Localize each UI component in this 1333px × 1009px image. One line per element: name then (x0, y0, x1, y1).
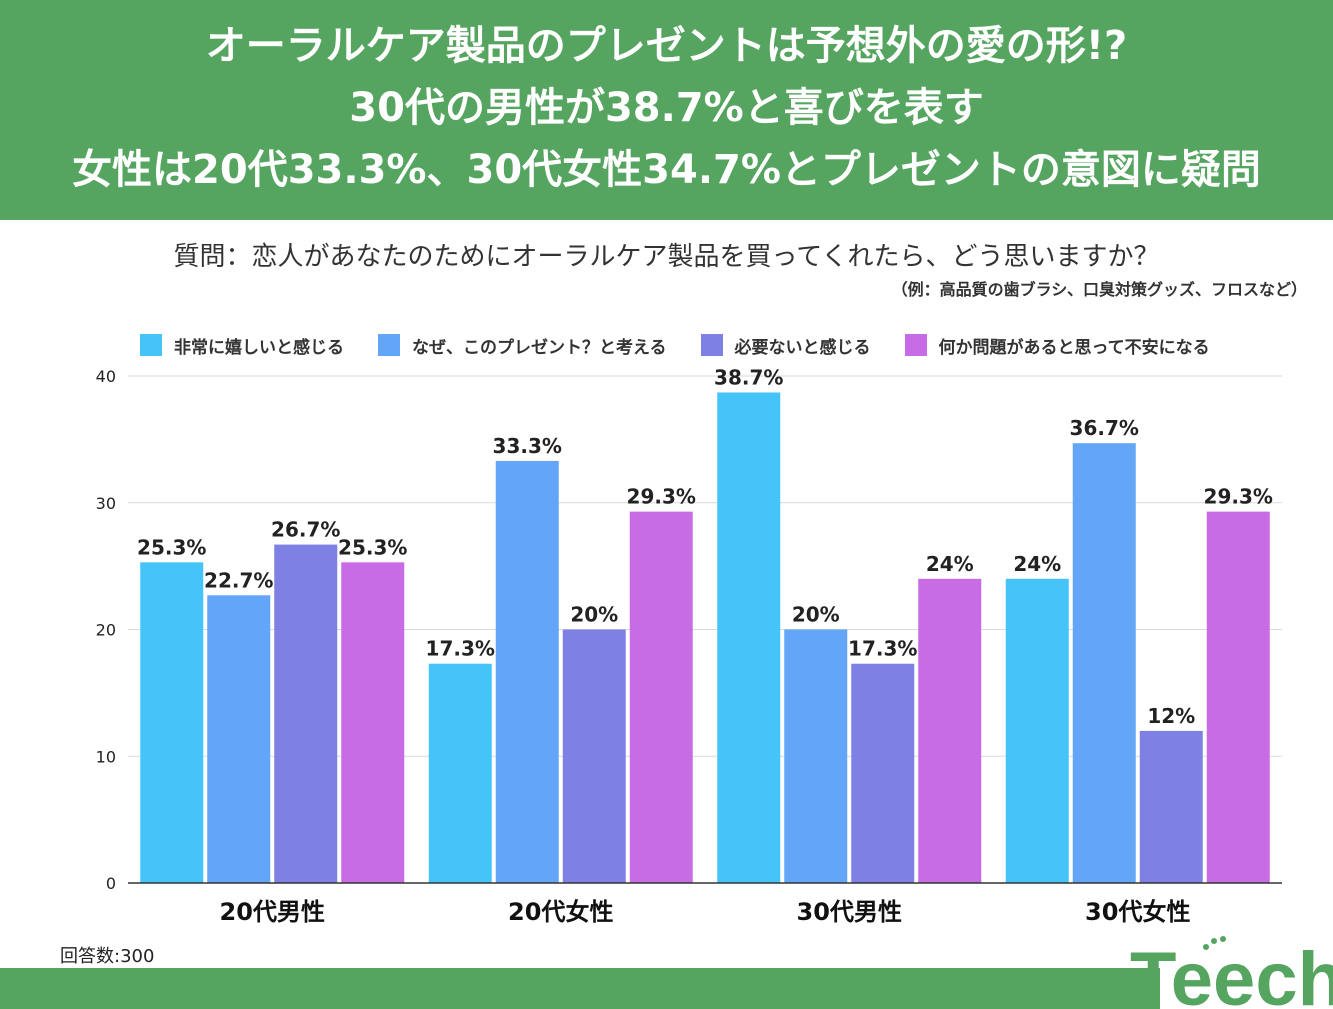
legend-item: 非常に嬉しいと感じる (140, 333, 344, 358)
legend-swatch (904, 334, 927, 356)
y-tick-label: 30 (96, 494, 116, 513)
bar (428, 663, 492, 883)
teech-logo: Teech (1130, 936, 1333, 1009)
legend-swatch (378, 334, 400, 356)
y-tick-label: 0 (106, 874, 116, 893)
title-line-3: 女性は20代33.3%、30代女性34.7%とプレゼントの意図に疑問 (72, 147, 1261, 193)
data-label: 38.7% (714, 365, 783, 389)
x-category-label: 30代男性 (797, 898, 902, 926)
data-label: 29.3% (627, 485, 696, 509)
legend-label: 何か問題があると思って不安になる (938, 337, 1210, 358)
bar-chart: 01020304025.3%22.7%26.7%25.3%20代男性17.3%3… (96, 365, 1282, 926)
data-label: 25.3% (137, 535, 206, 559)
bar (851, 663, 915, 883)
data-label: 12% (1147, 704, 1195, 728)
legend-label: 非常に嬉しいと感じる (174, 337, 344, 358)
title-banner: オーラルケア製品のプレゼントは予想外の愛の形!? 30代の男性が38.7%と喜び… (0, 0, 1333, 220)
x-category-label: 20代女性 (508, 898, 613, 926)
bar (629, 511, 693, 883)
question-text: 質問：恋人があなたのためにオーラルケア製品を買ってくれたら、どう思いますか？ (173, 242, 1160, 272)
data-label: 24% (1013, 552, 1061, 576)
data-label: 25.3% (338, 535, 407, 559)
bar (562, 629, 626, 883)
bar (495, 460, 559, 883)
title-line-2: 30代の男性が38.7%と喜びを表す (349, 85, 984, 131)
bar (1072, 443, 1136, 883)
legend-item: 何か問題があると思って不安になる (904, 333, 1210, 358)
response-count: 回答数:300 (60, 946, 155, 967)
data-label: 22.7% (204, 568, 273, 592)
legend-label: なぜ、このプレゼント？と考える (412, 337, 667, 358)
y-tick-label: 40 (96, 367, 116, 386)
bar (274, 544, 338, 883)
legend-swatch (140, 334, 162, 356)
y-tick-label: 20 (96, 621, 116, 640)
x-category-label: 30代女性 (1085, 898, 1190, 926)
data-label: 20% (570, 603, 618, 627)
bar (1206, 511, 1270, 883)
x-category-label: 20代男性 (220, 898, 325, 926)
legend-label: 必要ないと感じる (734, 337, 871, 358)
bar (918, 578, 982, 883)
bar (207, 595, 271, 883)
footer-bar (0, 968, 1160, 1009)
bar (341, 562, 405, 883)
bar (784, 629, 848, 883)
bar (1139, 730, 1203, 883)
bar (717, 392, 781, 883)
data-label: 24% (926, 552, 974, 576)
logo-wordmark: Teech (1130, 937, 1333, 1009)
chart-legend: 非常に嬉しいと感じる なぜ、このプレゼント？と考える 必要ないと感じる 何か問題がある… (140, 332, 1244, 358)
data-label: 17.3% (848, 637, 917, 661)
data-label: 29.3% (1204, 485, 1273, 509)
data-label: 26.7% (271, 518, 340, 542)
legend-item: 必要ないと感じる (700, 333, 871, 358)
data-label: 20% (792, 603, 840, 627)
data-label: 33.3% (493, 434, 562, 458)
y-tick-label: 10 (96, 747, 116, 766)
data-label: 36.7% (1070, 416, 1139, 440)
legend-item: なぜ、このプレゼント？と考える (378, 333, 667, 358)
legend-swatch (700, 334, 723, 356)
bar (140, 562, 204, 883)
example-note: （例：高品質の歯ブラシ、口臭対策グッズ、フロスなど） (891, 280, 1307, 299)
data-label: 17.3% (426, 637, 495, 661)
bar (1005, 578, 1069, 883)
title-line-1: オーラルケア製品のプレゼントは予想外の愛の形!? (205, 23, 1128, 69)
